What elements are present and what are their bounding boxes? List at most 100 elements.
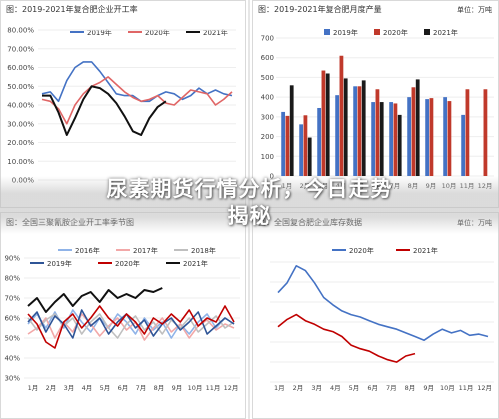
bar-2021年 <box>307 137 312 176</box>
series-line-2020年 <box>277 265 489 341</box>
legend-label: 2020年 <box>115 259 140 268</box>
y-tick-label: 10.00% <box>7 158 34 166</box>
x-tick-label: 10月 <box>440 384 455 392</box>
x-tick-label: 6月 <box>367 384 378 392</box>
chart-panel-melamine-rate: 图：全国三聚氰胺企业开工率季节图2016年2017年2018年2019年2020… <box>0 212 246 419</box>
bar-2019年 <box>425 99 430 176</box>
series-line-2020年 <box>27 305 235 349</box>
bar-2021年 <box>343 78 348 176</box>
bar-2020年 <box>465 89 470 176</box>
y-tick-label: 40.00% <box>7 102 34 110</box>
bar-2020年 <box>375 89 380 176</box>
x-tick-label: 9月 <box>172 384 183 392</box>
bar-2020年 <box>447 101 452 176</box>
chart-panel-monthly-output: 图：2019-2021年复合肥月度产量 单位：万吨 2019年 2020年 2021年 7… <box>252 0 499 208</box>
legend-label: 2018年 <box>191 246 216 255</box>
bar-2019年 <box>443 97 448 176</box>
bar-2020年 <box>357 86 362 176</box>
legend-label: 2021年 <box>433 28 458 37</box>
x-tick-label: 2月 <box>293 384 304 392</box>
x-tick-label: 12月 <box>477 384 492 392</box>
unit-label: 单位：万吨 <box>457 5 492 14</box>
legend-label: 2021年 <box>183 259 208 268</box>
chart-title: 图：2019-2021年复合肥月度产量 <box>258 4 382 14</box>
x-tick-label: 1月 <box>274 384 285 392</box>
bar-2020年 <box>411 87 416 176</box>
series-line-2021年 <box>27 287 163 313</box>
y-tick-label: 700 <box>261 35 274 43</box>
series-line-2019年 <box>27 309 235 339</box>
y-tick-label: 600 <box>261 54 274 62</box>
bar-2021年 <box>289 85 294 176</box>
legend-swatch <box>324 29 330 35</box>
y-tick-label: 100 <box>261 153 274 161</box>
x-tick-label: 4月 <box>82 384 93 392</box>
title-backdrop <box>0 176 499 234</box>
bar-2020年 <box>303 115 308 176</box>
bar-2020年 <box>393 103 398 176</box>
y-tick-label: 30.00% <box>7 120 34 128</box>
series-line-2021年 <box>277 313 416 363</box>
headline-line-1: 尿素期货行情分析，今日走势 <box>106 177 393 201</box>
article-headline: 尿素期货行情分析，今日走势 揭秘 <box>0 176 499 230</box>
series-line-2019年 <box>41 61 233 103</box>
x-tick-label: 7月 <box>386 384 397 392</box>
y-tick-label: 50.00% <box>7 83 34 91</box>
chart-title: 图：2019-2021年复合肥企业开工率 <box>6 4 138 14</box>
inventory-line-chart: 图：全国复合肥企业库存数据单位：万吨2020年2021年1月2月3月4月5月6月… <box>252 212 499 419</box>
y-tick-label: 90% <box>4 255 20 263</box>
x-tick-label: 5月 <box>349 384 360 392</box>
legend-label: 2019年 <box>47 259 72 268</box>
bar-2019年 <box>281 111 286 176</box>
bar-2020年 <box>429 98 434 176</box>
x-tick-label: 3月 <box>64 384 75 392</box>
y-tick-label: 30% <box>4 375 20 383</box>
legend-label: 2016年 <box>75 246 100 255</box>
x-tick-label: 4月 <box>330 384 341 392</box>
monthly-output-bar-chart: 图：2019-2021年复合肥月度产量 单位：万吨 2019年 2020年 2021年 7… <box>252 0 499 208</box>
bar-2019年 <box>335 95 340 176</box>
bar-2020年 <box>339 55 344 176</box>
bar-2019年 <box>389 102 394 176</box>
bar-2020年 <box>285 115 290 176</box>
headline-line-2: 揭秘 <box>227 204 272 228</box>
melamine-rate-line-chart: 图：全国三聚氰胺企业开工率季节图2016年2017年2018年2019年2020… <box>0 212 246 419</box>
legend-label: 2020年 <box>349 246 374 255</box>
y-tick-label: 80.00% <box>7 27 34 35</box>
legend-label: 2019年 <box>333 28 358 37</box>
x-tick-label: 7月 <box>136 384 147 392</box>
x-tick-label: 3月 <box>311 384 322 392</box>
bar-2021年 <box>415 79 420 176</box>
x-tick-label: 9月 <box>423 384 434 392</box>
y-tick-label: 200 <box>261 133 274 141</box>
legend-label: 2020年 <box>145 28 170 37</box>
series-line-2020年 <box>41 76 233 125</box>
y-tick-label: 50% <box>4 335 20 343</box>
x-tick-label: 8月 <box>154 384 165 392</box>
x-tick-label: 2月 <box>46 384 57 392</box>
chart-panel-operating-rate: 图：2019-2021年复合肥企业开工率 2019年 2020年 2021年 80.00… <box>0 0 246 208</box>
y-tick-label: 80% <box>4 275 20 283</box>
x-tick-label: 12月 <box>224 384 239 392</box>
legend-label: 2019年 <box>87 28 112 37</box>
bar-2019年 <box>371 102 376 176</box>
y-tick-label: 300 <box>261 113 274 121</box>
y-tick-label: 40% <box>4 355 20 363</box>
chart-panel-inventory: 图：全国复合肥企业库存数据单位：万吨2020年2021年1月2月3月4月5月6月… <box>252 212 499 419</box>
legend-label: 2021年 <box>413 246 438 255</box>
y-tick-label: 60% <box>4 315 20 323</box>
legend-swatch <box>424 29 430 35</box>
bar-2019年 <box>407 97 412 176</box>
y-tick-label: 500 <box>261 74 274 82</box>
bar-2021年 <box>379 102 384 176</box>
series-line-2021年 <box>42 85 167 136</box>
bar-2021年 <box>397 114 402 176</box>
x-tick-label: 5月 <box>100 384 111 392</box>
bar-2021年 <box>325 73 330 176</box>
x-tick-label: 10月 <box>188 384 203 392</box>
bar-2019年 <box>317 107 322 176</box>
x-tick-label: 11月 <box>459 384 474 392</box>
y-tick-label: 70% <box>4 295 20 303</box>
y-tick-label: 400 <box>261 94 274 102</box>
y-tick-label: 20.00% <box>7 139 34 147</box>
